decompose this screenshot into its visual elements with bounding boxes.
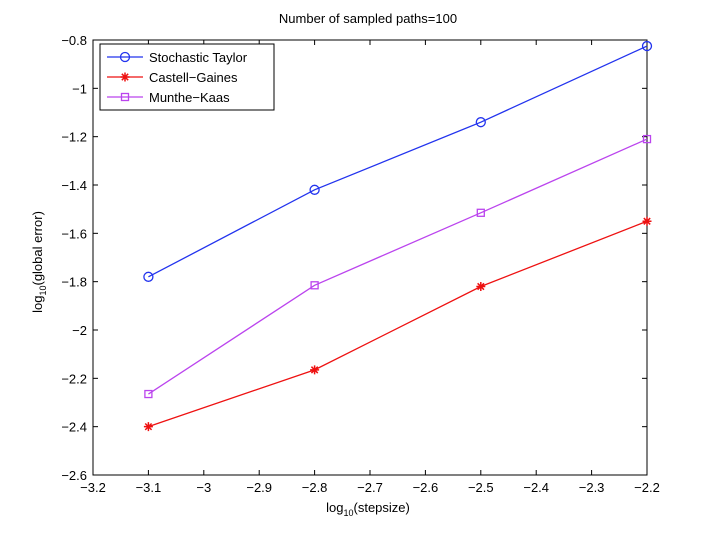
y-tick-label: −1 bbox=[72, 81, 87, 96]
axes: −3.2 −3.1 −3 −2.9 −2.8 −2.7 −2.6 −2.5 −2.4 −2.3 −2… bbox=[61, 33, 660, 495]
data-point bbox=[143, 422, 153, 432]
data-point bbox=[476, 282, 486, 291]
y-axis-label-suffix: (global error) bbox=[30, 211, 45, 285]
x-tick-label: −3.2 bbox=[80, 480, 106, 495]
data-point bbox=[309, 184, 320, 195]
y-tick-label: −2.4 bbox=[61, 420, 87, 435]
y-tick-label: −1.6 bbox=[61, 226, 87, 241]
y-axis-label: log10(global error) bbox=[30, 211, 48, 313]
x-tick-label: −3 bbox=[196, 480, 211, 495]
x-axis-label-prefix: log bbox=[326, 500, 343, 515]
data-point bbox=[476, 208, 485, 217]
series-line bbox=[148, 138, 648, 395]
series-2 bbox=[143, 216, 652, 432]
x-tick-label: −2.6 bbox=[413, 480, 439, 495]
legend-label: Stochastic Taylor bbox=[149, 50, 248, 65]
x-axis-label: log10(stepsize) bbox=[326, 500, 410, 518]
y-axis-label-prefix: log bbox=[30, 296, 45, 313]
data-point bbox=[475, 117, 486, 128]
legend-label: Castell−Gaines bbox=[149, 70, 238, 85]
legend-marker bbox=[119, 51, 131, 63]
x-tick-label: −2.9 bbox=[246, 480, 272, 495]
data-point bbox=[310, 365, 320, 375]
x-axis-label-suffix: (stepsize) bbox=[354, 500, 410, 515]
y-tick-label: −0.8 bbox=[61, 33, 87, 48]
x-tick-label: −3.1 bbox=[136, 480, 162, 495]
data-point bbox=[642, 216, 652, 226]
legend-label: Munthe−Kaas bbox=[149, 90, 230, 105]
legend-entry: Castell−Gaines bbox=[107, 70, 238, 85]
x-tick-label: −2.7 bbox=[357, 480, 383, 495]
x-axis-label-subscript: 10 bbox=[343, 508, 353, 518]
y-tick-label: −1.4 bbox=[61, 178, 87, 193]
x-tick-label: −2.4 bbox=[523, 480, 549, 495]
data-point bbox=[641, 40, 653, 52]
y-axis-label-subscript: 10 bbox=[38, 286, 48, 296]
legend-entry: Stochastic Taylor bbox=[107, 50, 248, 65]
data-point bbox=[642, 134, 652, 144]
legend-marker bbox=[120, 72, 130, 82]
y-tick-label: −1.2 bbox=[61, 130, 87, 145]
data-point bbox=[144, 389, 153, 399]
series-line bbox=[148, 220, 648, 428]
chart-title: Number of sampled paths=100 bbox=[279, 11, 457, 26]
series-1 bbox=[143, 40, 653, 282]
legend-marker bbox=[120, 92, 130, 102]
plot-series bbox=[143, 40, 653, 432]
series-3 bbox=[144, 134, 652, 399]
y-tick-label: −1.8 bbox=[61, 275, 87, 290]
y-tick-label: −2 bbox=[72, 323, 87, 338]
y-tick-label: −2.2 bbox=[61, 371, 87, 386]
legend-entry: Munthe−Kaas bbox=[107, 90, 230, 105]
x-tick-label: −2.3 bbox=[579, 480, 605, 495]
series-line bbox=[148, 45, 648, 278]
y-tick-label: −2.6 bbox=[61, 468, 87, 483]
x-tick-label: −2.2 bbox=[634, 480, 660, 495]
x-tick-label: −2.8 bbox=[302, 480, 328, 495]
data-point bbox=[310, 281, 319, 290]
legend: Stochastic Taylor Castell−Gaines Munthe−Ka… bbox=[99, 43, 275, 111]
data-point bbox=[143, 271, 154, 282]
x-tick-label: −2.5 bbox=[468, 480, 494, 495]
